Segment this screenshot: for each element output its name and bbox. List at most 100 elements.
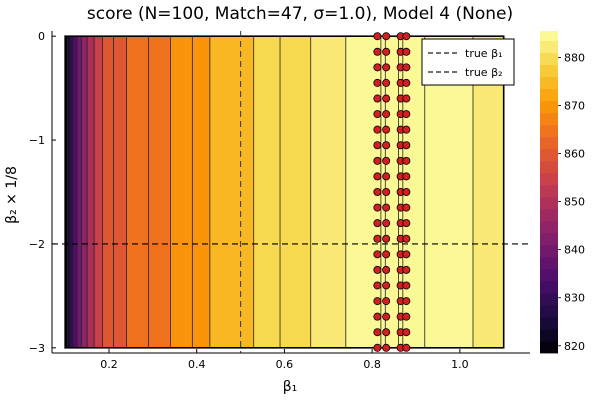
contour-outline bbox=[64, 35, 505, 349]
contour-band-11 bbox=[209, 36, 255, 348]
x-tick-label: 1.0 bbox=[451, 358, 469, 371]
colorbar-tick-label: 820 bbox=[564, 340, 585, 353]
x-tick-label: 0.4 bbox=[188, 358, 206, 371]
marker-point bbox=[373, 63, 382, 72]
marker-point bbox=[402, 63, 411, 72]
marker-point bbox=[382, 125, 391, 134]
y-tick-label: −3 bbox=[29, 342, 45, 355]
marker-point bbox=[382, 141, 391, 150]
contour-band-4 bbox=[76, 36, 82, 348]
contour-band-15 bbox=[472, 36, 505, 348]
contour-lines bbox=[64, 35, 505, 349]
marker-point bbox=[373, 141, 382, 150]
y-axis: −3 −2 −1 0 bbox=[29, 30, 56, 355]
y-tick-label: 0 bbox=[38, 30, 45, 43]
colorbar-segment bbox=[540, 184, 558, 198]
colorbar-segment bbox=[540, 112, 558, 126]
contour-band-5 bbox=[81, 36, 88, 348]
marker-point bbox=[382, 187, 391, 196]
colorbar-segment bbox=[540, 196, 558, 210]
marker-point bbox=[373, 32, 382, 41]
marker-point bbox=[402, 203, 411, 212]
marker-point bbox=[373, 203, 382, 212]
colorbar-segment bbox=[540, 232, 558, 246]
colorbar-segment bbox=[540, 328, 558, 342]
marker-point bbox=[382, 110, 391, 119]
marker-point bbox=[382, 78, 391, 87]
marker-point bbox=[382, 250, 391, 259]
marker-point bbox=[382, 219, 391, 228]
marker-point bbox=[402, 219, 411, 228]
marker-point bbox=[382, 47, 391, 56]
marker-point bbox=[402, 250, 411, 259]
marker-point bbox=[402, 172, 411, 181]
colorbar-segment bbox=[540, 292, 558, 306]
marker-point bbox=[402, 125, 411, 134]
colorbar-segment bbox=[540, 220, 558, 234]
marker-point bbox=[402, 110, 411, 119]
colorbar-tick-label: 860 bbox=[564, 148, 585, 161]
colorbar-segment bbox=[540, 136, 558, 150]
marker-point bbox=[402, 312, 411, 321]
colorbar-segment bbox=[540, 280, 558, 294]
marker-point bbox=[382, 94, 391, 103]
marker-point bbox=[402, 297, 411, 306]
marker-point bbox=[402, 141, 411, 150]
marker-point bbox=[373, 343, 382, 352]
colorbar-segment bbox=[540, 88, 558, 102]
colorbar-segment bbox=[540, 148, 558, 162]
x-tick-label: 0.8 bbox=[363, 358, 381, 371]
marker-point bbox=[373, 125, 382, 134]
marker-point bbox=[402, 265, 411, 274]
marker-point bbox=[382, 63, 391, 72]
marker-point bbox=[373, 297, 382, 306]
marker-point bbox=[373, 328, 382, 337]
chart-title: score (N=100, Match=47, σ=1.0), Model 4 … bbox=[87, 4, 513, 24]
legend-entry: true β₂ bbox=[465, 66, 503, 79]
contour-bands bbox=[65, 36, 505, 348]
marker-point bbox=[373, 234, 382, 243]
legend-box bbox=[421, 38, 515, 86]
x-tick-label: 0.6 bbox=[276, 358, 294, 371]
marker-point bbox=[382, 312, 391, 321]
colorbar-segment bbox=[540, 76, 558, 90]
marker-point bbox=[402, 156, 411, 165]
marker-series bbox=[373, 32, 411, 352]
contour-band-0 bbox=[65, 36, 68, 348]
colorbar-segment bbox=[540, 244, 558, 258]
marker-point bbox=[402, 281, 411, 290]
marker-point bbox=[373, 281, 382, 290]
contour-band-6 bbox=[87, 36, 95, 348]
marker-point bbox=[373, 156, 382, 165]
marker-point bbox=[373, 265, 382, 274]
legend-entry: true β₁ bbox=[465, 47, 503, 60]
marker-point bbox=[373, 187, 382, 196]
marker-point bbox=[373, 78, 382, 87]
y-tick-label: −2 bbox=[29, 238, 45, 251]
contour-band-7 bbox=[94, 36, 103, 348]
colorbar-segment bbox=[540, 208, 558, 222]
marker-point bbox=[402, 328, 411, 337]
marker-point bbox=[402, 32, 411, 41]
marker-point bbox=[382, 297, 391, 306]
reference-lines bbox=[52, 31, 530, 353]
marker-point bbox=[373, 47, 382, 56]
marker-point bbox=[382, 281, 391, 290]
marker-point bbox=[402, 47, 411, 56]
marker-point bbox=[402, 94, 411, 103]
colorbar-tick-label: 880 bbox=[564, 51, 585, 64]
contour-band-13 bbox=[310, 36, 347, 348]
colorbar-segment bbox=[540, 40, 558, 54]
y-axis-label: β₂ × 1/8 bbox=[4, 166, 20, 224]
colorbar-segment bbox=[540, 160, 558, 174]
colorbar-tick-label: 870 bbox=[564, 99, 585, 112]
marker-point bbox=[382, 172, 391, 181]
colorbar-segment bbox=[540, 340, 558, 354]
contour-band-12 bbox=[253, 36, 312, 348]
marker-point bbox=[382, 32, 391, 41]
contour-band-2 bbox=[69, 36, 74, 348]
colorbar-segment bbox=[540, 268, 558, 282]
marker-point bbox=[373, 219, 382, 228]
marker-point bbox=[382, 328, 391, 337]
